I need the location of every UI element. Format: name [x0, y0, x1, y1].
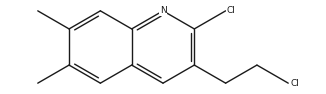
Text: Cl: Cl — [290, 79, 299, 88]
Text: Cl: Cl — [226, 6, 235, 15]
Text: N: N — [160, 6, 166, 15]
